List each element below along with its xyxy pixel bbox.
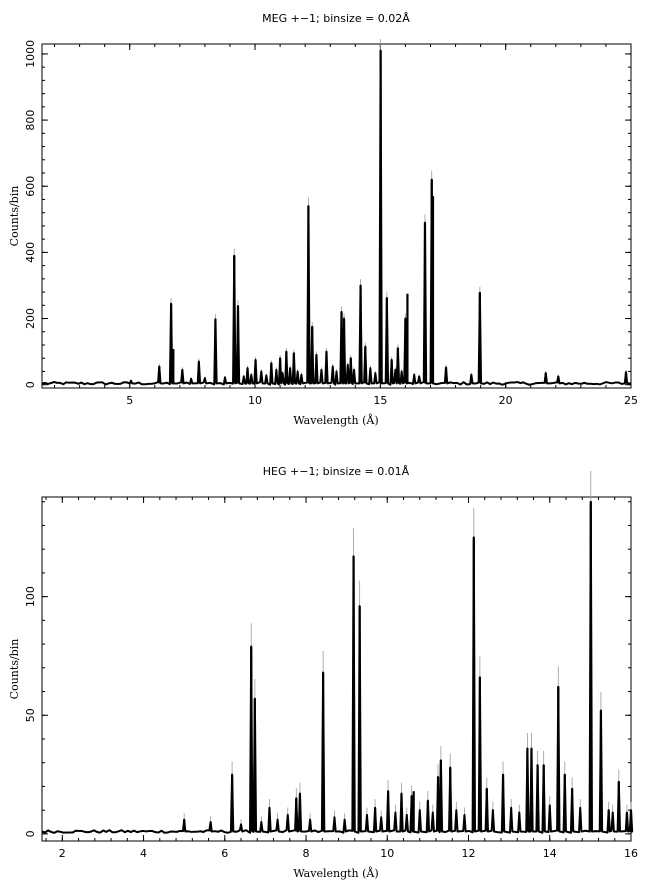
meg-y-tick-label: 200 — [24, 308, 37, 329]
meg-spectrum-line — [41, 49, 632, 386]
heg-x-tick-label: 2 — [59, 847, 66, 860]
heg-y-tick-label: 100 — [24, 586, 37, 607]
heg-plot-frame — [41, 496, 632, 842]
meg-y-tick-label: 0 — [24, 381, 37, 388]
heg-x-tick-label: 16 — [624, 847, 638, 860]
meg-y-axis-label: Counts/bin — [8, 186, 21, 247]
meg-y-tick-label: 400 — [24, 242, 37, 263]
heg-x-tick-label: 14 — [543, 847, 557, 860]
heg-x-tick-label: 4 — [140, 847, 147, 860]
meg-error-bars — [130, 39, 627, 382]
meg-x-tick-label: 10 — [248, 394, 262, 407]
meg-x-tick-label: 15 — [373, 394, 387, 407]
meg-x-tick-label: 25 — [624, 394, 638, 407]
meg-x-tick-label: 5 — [126, 394, 133, 407]
heg-spectrum-line — [41, 500, 634, 834]
meg-y-tick-label: 1000 — [24, 40, 37, 68]
meg-axes: 5 10 15 20 25 0 200 400 600 800 1000 — [24, 40, 638, 407]
meg-plot-frame — [41, 43, 632, 389]
heg-x-axis-label: Wavelength (Å) — [293, 866, 378, 880]
heg-y-tick-label: 50 — [24, 708, 37, 722]
heg-x-tick-label: 8 — [303, 847, 310, 860]
meg-y-tick-label: 800 — [24, 110, 37, 131]
heg-x-tick-label: 6 — [221, 847, 228, 860]
heg-chart-title: HEG +−1; binsize = 0.01Å — [263, 465, 410, 478]
heg-y-axis-label: Counts/bin — [8, 639, 21, 700]
heg-axes: 2 4 6 8 10 12 14 16 0 50 100 — [24, 497, 638, 860]
meg-chart-title: MEG +−1; binsize = 0.02Å — [262, 12, 410, 25]
heg-x-tick-label: 10 — [380, 847, 394, 860]
heg-panel: HEG +−1; binsize = 0.01Å 2 4 6 8 10 12 14 16 0 50… — [8, 465, 638, 880]
meg-y-tick-label: 600 — [24, 176, 37, 197]
meg-x-axis-label: Wavelength (Å) — [293, 413, 378, 427]
meg-panel: MEG +−1; binsize = 0.02Å 5 10 15 20 25 0 200 40… — [8, 12, 638, 427]
heg-x-tick-label: 12 — [462, 847, 476, 860]
meg-x-tick-label: 20 — [499, 394, 513, 407]
heg-y-tick-label: 0 — [24, 830, 37, 837]
